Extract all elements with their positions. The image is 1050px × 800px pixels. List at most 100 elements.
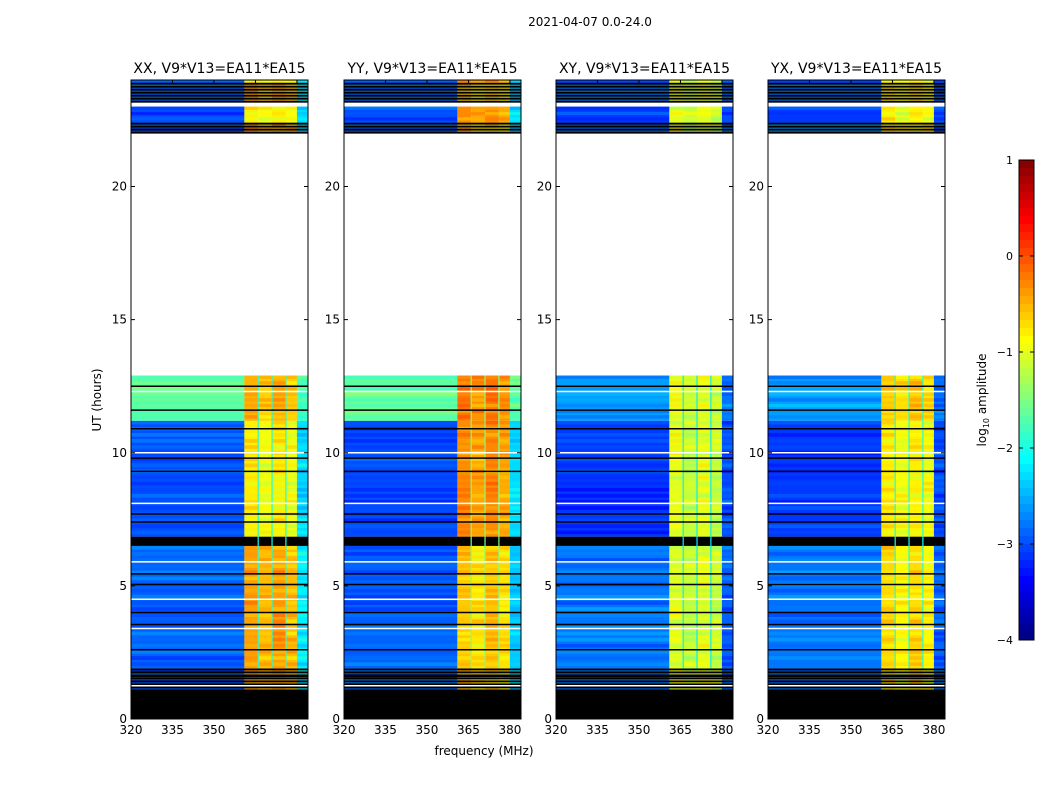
colorbar-segment (1019, 208, 1034, 217)
colorbar-segment (1019, 456, 1034, 465)
y-tick-label: 5 (544, 579, 552, 593)
heatmap-cell-texture (669, 487, 684, 492)
colorbar-segment (1019, 400, 1034, 409)
heatmap-cell-texture (895, 545, 910, 550)
heatmap-cell-texture (244, 613, 259, 617)
heatmap-cell-texture (285, 625, 297, 630)
heatmap-cell-texture (721, 392, 733, 396)
heatmap-cell-texture (509, 481, 521, 486)
heatmap-cell-texture (683, 415, 698, 419)
heatmap-cell-texture (509, 576, 521, 581)
x-tick-label: 335 (374, 723, 397, 737)
heatmap-cell-texture (710, 656, 722, 660)
heatmap-cell-texture (344, 656, 458, 660)
heatmap-cell-texture (272, 558, 286, 562)
heatmap-cell (721, 668, 733, 692)
heatmap-cell-texture (244, 570, 259, 575)
heatmap-cell-texture (922, 403, 934, 408)
heatmap-cell-texture (296, 650, 308, 654)
heatmap-cell-texture (697, 463, 711, 468)
heatmap-cell-texture (272, 420, 286, 425)
heatmap-cell-texture (244, 643, 259, 648)
heatmap-cell-texture (669, 493, 684, 498)
heatmap-cell-texture (768, 530, 882, 535)
heatmap-cell-texture (285, 375, 297, 379)
heatmap-cell-texture (881, 594, 896, 599)
heatmap-cell-texture (768, 643, 882, 648)
heatmap-cell-texture (296, 111, 308, 116)
heatmap-cell-texture (296, 445, 308, 449)
heatmap-cell-texture (556, 487, 670, 492)
heatmap-cell-texture (131, 570, 245, 575)
heatmap-cell-texture (922, 650, 934, 654)
heatmap-cell-texture (881, 545, 896, 550)
colorbar-segment (1019, 576, 1034, 585)
heatmap-cell-texture (721, 439, 733, 443)
heatmap-cell-texture (485, 80, 499, 82)
heatmap-cell-texture (922, 117, 934, 121)
heatmap-cell-texture (272, 403, 286, 408)
flagged-block (556, 691, 733, 719)
heatmap-cell-texture (471, 576, 486, 581)
heatmap-cell-texture (721, 650, 733, 654)
heatmap-cell-texture (344, 631, 458, 636)
heatmap-cell-texture (244, 381, 259, 385)
heatmap-cell-texture (485, 637, 499, 642)
heatmap-cell-texture (285, 386, 297, 391)
heatmap-cell-texture (258, 409, 273, 413)
heatmap-cell-texture (498, 392, 510, 396)
colorbar-segment (1019, 296, 1034, 305)
heatmap-cell-texture (244, 392, 259, 396)
heatmap-cell-texture (485, 662, 499, 666)
heatmap-cell-texture (768, 588, 882, 593)
heatmap-cell-texture (909, 625, 923, 630)
heatmap-cell-texture (244, 95, 259, 99)
heatmap-cell-texture (258, 88, 273, 93)
x-axis-label: frequency (MHz) (434, 744, 533, 758)
flagged-block (768, 536, 945, 546)
heatmap-cell-texture (344, 117, 458, 121)
heatmap-cell-texture (244, 409, 259, 413)
heatmap-cell-texture (768, 506, 882, 510)
heatmap-cell-texture (244, 481, 259, 486)
heatmap-cell-texture (509, 601, 521, 605)
heatmap-cell-texture (895, 500, 910, 504)
heatmap-cell-texture (697, 631, 711, 636)
heatmap-cell-texture (344, 564, 458, 568)
heatmap-cell-texture (933, 650, 945, 654)
heatmap-cell-texture (697, 637, 711, 642)
heatmap-cell-texture (258, 493, 273, 498)
heatmap-cell-texture (895, 643, 910, 648)
heatmap-cell-texture (498, 88, 510, 93)
heatmap-cell-texture (669, 576, 684, 581)
heatmap-cell-texture (721, 552, 733, 556)
heatmap-cell-texture (669, 481, 684, 486)
heatmap-cell-texture (933, 457, 945, 462)
heatmap-cell-texture (258, 95, 273, 99)
heatmap-cell-texture (272, 576, 286, 581)
heatmap-cell-texture (933, 117, 945, 121)
heatmap-cell-texture (131, 594, 245, 599)
heatmap-cell-texture (272, 588, 286, 593)
heatmap-cell-texture (768, 493, 882, 498)
heatmap-cell-texture (498, 613, 510, 617)
heatmap-cell-texture (721, 576, 733, 581)
heatmap-cell-texture (895, 656, 910, 660)
heatmap-cell-texture (697, 80, 711, 82)
heatmap-cell-texture (296, 487, 308, 492)
heatmap-cell-texture (933, 570, 945, 575)
heatmap-cell-texture (669, 457, 684, 462)
heatmap-cell-texture (244, 564, 259, 568)
flagged-block (131, 536, 308, 546)
heatmap-cell-texture (285, 487, 297, 492)
heatmap-cell-texture (922, 475, 934, 480)
heatmap-cell-texture (344, 570, 458, 575)
heatmap-cell-texture (498, 475, 510, 480)
y-tick-label: 10 (749, 446, 764, 460)
heatmap-cell-texture (721, 662, 733, 666)
heatmap-cell (509, 668, 521, 692)
heatmap-cell-texture (131, 481, 245, 486)
heatmap-cell-texture (683, 607, 698, 611)
heatmap-cell-texture (909, 386, 923, 391)
heatmap-cell-texture (895, 631, 910, 636)
